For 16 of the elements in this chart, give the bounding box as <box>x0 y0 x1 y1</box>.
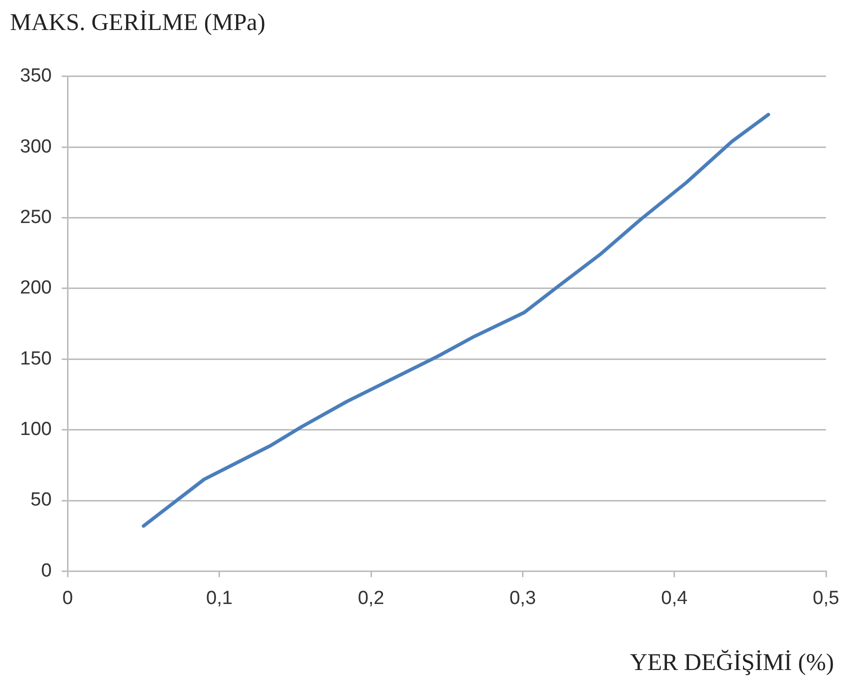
y-tick-label: 350 <box>20 66 52 87</box>
x-tick-label: 0,5 <box>812 588 840 609</box>
y-tick-label: 150 <box>20 348 52 370</box>
x-tick-label: 0,3 <box>509 588 536 609</box>
x-tick-label: 0 <box>62 588 73 609</box>
y-axis-title: MAKS. GERİLME (MPa) <box>10 10 266 37</box>
y-tick-label: 250 <box>20 207 52 228</box>
x-tick-label: 0,4 <box>661 588 688 609</box>
x-tick-label: 0,1 <box>206 588 233 609</box>
y-tick-label: 200 <box>20 278 52 299</box>
y-tick-label: 300 <box>20 136 52 158</box>
x-axis-title: YER DEĞİŞİMİ (%) <box>630 650 834 677</box>
x-tick-label: 0,2 <box>358 588 384 609</box>
y-tick-label: 100 <box>20 419 52 440</box>
y-tick-label: 50 <box>30 490 52 511</box>
y-tick-label: 0 <box>41 560 52 582</box>
